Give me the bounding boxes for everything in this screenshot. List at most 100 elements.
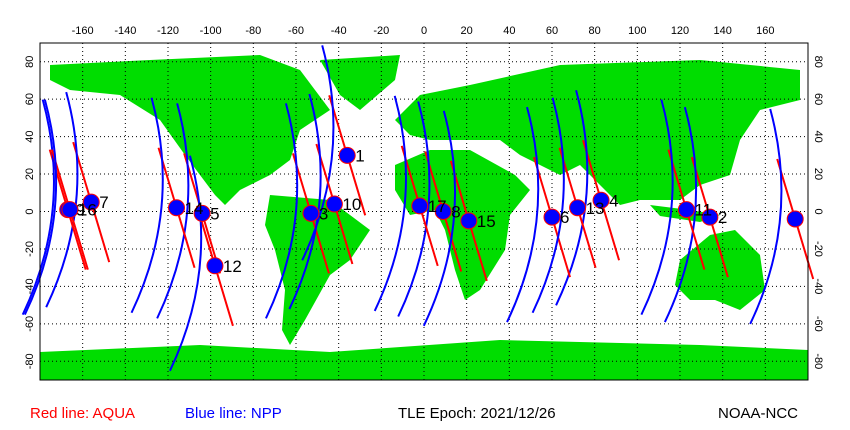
npp-track — [169, 155, 203, 372]
npp-track — [265, 103, 299, 319]
npp-track — [422, 110, 457, 327]
x-tick-label: 120 — [671, 25, 689, 37]
npp-track — [555, 90, 589, 306]
epoch: TLE Epoch: 2021/12/26 — [398, 405, 556, 422]
satellite-point — [325, 195, 343, 213]
satellite-point — [61, 201, 79, 219]
grid — [40, 43, 808, 380]
x-tick-label: 140 — [713, 25, 731, 37]
y-tick-label-right: 20 — [812, 168, 824, 180]
y-tick-label-right: -80 — [812, 353, 824, 369]
x-tick-label: 60 — [546, 25, 558, 37]
satellite-point — [460, 212, 478, 230]
y-tick-label: 0 — [24, 208, 36, 214]
y-tick-label: -60 — [24, 316, 36, 332]
npp-track — [23, 99, 58, 316]
x-tick-label: 160 — [756, 25, 774, 37]
satellite-point — [434, 203, 452, 220]
y-tick-label: 40 — [24, 130, 36, 142]
y-tick-label-right: -40 — [812, 278, 824, 294]
point-label: 3 — [319, 204, 328, 223]
x-tick-label: -40 — [331, 25, 347, 37]
frame — [39, 42, 809, 381]
npp-track — [21, 99, 55, 316]
y-tick-label-right: -20 — [812, 241, 824, 257]
x-tick-label: -120 — [157, 25, 179, 37]
point-label: 5 — [210, 204, 219, 223]
point-label: 16 — [78, 201, 97, 220]
point-label: 1 — [355, 146, 364, 165]
satellite-point — [411, 197, 429, 215]
y-tick-label: -40 — [24, 278, 36, 294]
legend-blue: Blue line: NPP — [185, 405, 282, 422]
satellite-point — [677, 201, 695, 219]
satellite-point — [82, 193, 100, 211]
x-tick-label: -140 — [114, 25, 136, 37]
point-label: 6 — [560, 208, 569, 227]
npp-track — [397, 101, 431, 317]
source: NOAA-NCC — [718, 405, 798, 422]
npp-track — [45, 91, 79, 308]
x-tick-label: -160 — [72, 25, 94, 37]
eurasia — [395, 60, 800, 205]
satellite-point — [786, 210, 804, 228]
point-label: 2 — [718, 208, 727, 227]
x-tick-label: -80 — [245, 25, 261, 37]
tracks — [21, 45, 815, 372]
point-label: 9 — [76, 201, 85, 220]
x-tick-label: 40 — [503, 25, 515, 37]
satellite-point — [592, 191, 610, 209]
npp-track — [373, 95, 407, 312]
npp-track — [288, 93, 322, 310]
point-label: 13 — [586, 199, 605, 218]
y-tick-label-right: 40 — [812, 130, 824, 142]
y-tick-label: 80 — [24, 56, 36, 68]
x-tick-label: -100 — [200, 25, 222, 37]
satellite-point — [543, 208, 561, 226]
satellite-point — [302, 204, 320, 222]
npp-track — [130, 97, 164, 314]
x-tick-label: -20 — [373, 25, 389, 37]
point-label: 15 — [477, 212, 496, 231]
npp-track — [156, 103, 190, 319]
npp-track — [301, 45, 335, 261]
satellite-point — [338, 146, 356, 164]
y-tick-label: 60 — [24, 93, 36, 105]
x-tick-label: 20 — [461, 25, 473, 37]
satellite-point — [701, 208, 719, 226]
point-label: 11 — [694, 201, 712, 220]
x-tick-label: 100 — [628, 25, 646, 37]
greenland — [320, 55, 400, 110]
npp-track — [663, 106, 698, 323]
point-label: 4 — [609, 191, 618, 210]
satellite-point — [206, 257, 224, 275]
australia — [675, 230, 765, 310]
x-tick-label: 80 — [589, 25, 601, 37]
point-label: 12 — [223, 257, 242, 276]
npp-track — [531, 97, 565, 314]
legend-red: Red line: AQUA — [30, 405, 135, 422]
satellite-point — [193, 204, 211, 222]
y-tick-label: -80 — [24, 353, 36, 369]
point-label: 14 — [185, 199, 204, 218]
y-tick-label-right: -60 — [812, 316, 824, 332]
y-tick-label-right: 60 — [812, 93, 824, 105]
north-america — [50, 55, 330, 205]
y-tick-label: 20 — [24, 168, 36, 180]
y-tick-label: -20 — [24, 241, 36, 257]
y-tick-label-right: 0 — [812, 208, 824, 214]
y-tick-label-right: 80 — [812, 56, 824, 68]
point-label: 17 — [428, 197, 447, 216]
x-tick-label: -60 — [288, 25, 304, 37]
npp-track — [506, 106, 540, 323]
npp-track — [749, 108, 783, 325]
npp-track — [640, 99, 674, 316]
point-label: 10 — [342, 195, 361, 214]
satellite-point — [168, 199, 186, 217]
point-label: 7 — [99, 193, 108, 212]
satellite-point — [569, 199, 587, 217]
point-label: 8 — [451, 203, 460, 222]
